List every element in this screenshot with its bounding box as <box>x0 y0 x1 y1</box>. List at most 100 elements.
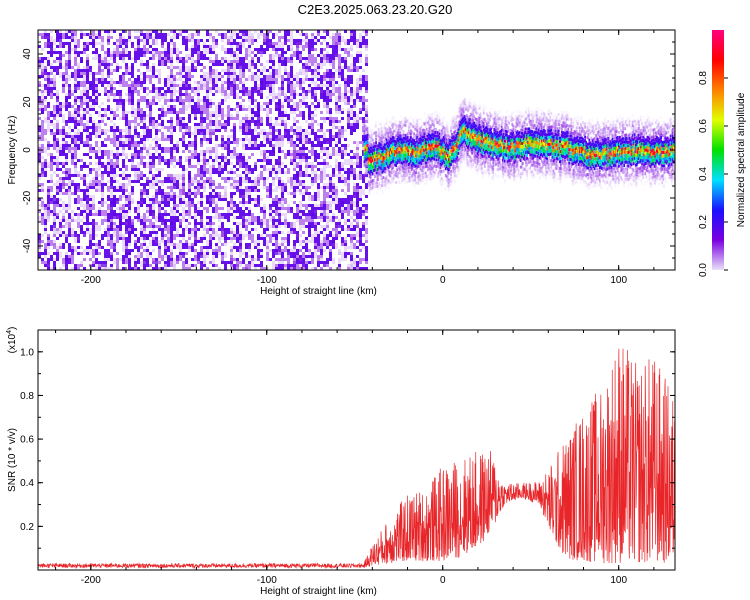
spectrogram-noise-cell <box>101 264 104 270</box>
spectrogram-noise-cell <box>128 138 131 141</box>
spectrogram-noise-cell <box>236 42 239 45</box>
spectrogram-noise-cell <box>308 156 311 159</box>
spectrogram-noise-cell <box>185 129 188 132</box>
spectrogram-noise-cell <box>188 180 191 183</box>
spectrogram-noise-cell <box>290 126 293 129</box>
spectrogram-noise-cell <box>278 69 281 72</box>
spectrogram-noise-cell <box>77 174 80 177</box>
spectrogram-noise-cell <box>362 267 365 270</box>
spectrogram-noise-cell <box>185 201 188 207</box>
spectrogram-noise-cell <box>134 117 137 123</box>
spectrogram-noise-cell <box>278 183 281 186</box>
spectrogram-noise-cell <box>233 237 236 240</box>
spectrogram-noise-cell <box>59 54 62 57</box>
spectrogram-noise-cell <box>83 33 86 36</box>
spectrogram-noise-cell <box>110 171 113 174</box>
spectrogram-noise-cell <box>272 225 275 228</box>
spectrogram-noise-cell <box>110 216 113 219</box>
spectrogram-noise-cell <box>239 30 242 33</box>
spectrogram-noise-cell <box>284 99 287 102</box>
spectrogram-noise-cell <box>89 183 92 186</box>
spectrogram-noise-cell <box>38 243 41 246</box>
spectrogram-noise-cell <box>323 117 326 120</box>
spectrogram-noise-cell <box>167 231 170 234</box>
spectrogram-noise-cell <box>65 267 68 270</box>
spectrogram-noise-cell <box>158 144 161 150</box>
spectrogram-noise-cell <box>203 237 206 240</box>
spectrogram-noise-cell <box>266 252 269 258</box>
spectrogram-noise-cell <box>170 255 173 258</box>
spectrogram-noise-cell <box>182 66 185 72</box>
spectrogram-noise-cell <box>239 162 242 168</box>
spectrogram-noise-cell <box>131 84 134 90</box>
spectrogram-noise-cell <box>65 36 68 39</box>
spectrogram-noise-cell <box>293 39 296 42</box>
spectrogram-noise-cell <box>206 162 209 165</box>
spectrogram-noise-cell <box>269 195 272 198</box>
spectrogram-signal-cell <box>366 170 369 174</box>
spectrogram-noise-cell <box>206 108 209 114</box>
spectrogram-noise-cell <box>260 267 263 270</box>
spectrogram-noise-cell <box>353 186 356 192</box>
spectrogram-signal-cell <box>367 133 370 137</box>
spectrogram-noise-cell <box>212 63 215 66</box>
spectrogram-noise-cell <box>260 207 263 213</box>
spectrogram-noise-cell <box>167 162 170 168</box>
spectrogram-noise-cell <box>260 225 263 228</box>
spectrogram-noise-cell <box>188 102 191 108</box>
spectrogram-noise-cell <box>44 129 47 135</box>
spectrogram-noise-cell <box>41 252 44 255</box>
spectrogram-noise-cell <box>278 264 281 267</box>
spectrogram-noise-cell <box>251 213 254 219</box>
spectrogram-noise-cell <box>296 264 299 270</box>
spectrogram-noise-cell <box>287 99 290 102</box>
spectrogram-noise-cell <box>77 108 80 111</box>
spectrogram-noise-cell <box>92 264 95 267</box>
spectrogram-noise-cell <box>266 234 269 237</box>
spectrogram-noise-cell <box>152 66 155 69</box>
spectrogram-noise-cell <box>119 138 122 141</box>
spectrogram-noise-cell <box>263 237 266 243</box>
spectrogram-signal-cell <box>363 143 366 147</box>
spectrogram-noise-cell <box>140 225 143 231</box>
spectrogram-noise-cell <box>215 186 218 189</box>
spectrogram-noise-cell <box>101 117 104 120</box>
spectrogram-noise-cell <box>263 186 266 189</box>
spectrogram-noise-cell <box>290 192 293 195</box>
spectrogram-noise-cell <box>233 210 236 213</box>
spectrogram-noise-cell <box>365 84 368 90</box>
spectrogram-noise-cell <box>197 105 200 108</box>
spectrogram-noise-cell <box>185 75 188 78</box>
spectrogram-noise-cell <box>188 39 191 42</box>
spectrogram-noise-cell <box>362 123 365 126</box>
spectrogram-noise-cell <box>152 216 155 219</box>
spectrogram-noise-cell <box>224 60 227 63</box>
spectrogram-noise-cell <box>263 66 266 72</box>
spectrogram-noise-cell <box>245 186 248 192</box>
spectrogram-noise-cell <box>221 207 224 210</box>
spectrogram-noise-cell <box>359 195 362 198</box>
spectrogram-noise-cell <box>257 135 260 138</box>
spectrogram-noise-cell <box>335 141 338 144</box>
spectrogram-noise-cell <box>161 183 164 186</box>
spectrogram-noise-cell <box>68 90 71 96</box>
spectrogram-noise-cell <box>167 33 170 36</box>
spectrogram-noise-cell <box>245 123 248 126</box>
spectrogram-noise-cell <box>164 159 167 162</box>
spectrogram-noise-cell <box>353 258 356 264</box>
spectrogram-noise-cell <box>62 246 65 249</box>
spectrogram-noise-cell <box>314 252 317 258</box>
spectrogram-noise-cell <box>53 84 56 87</box>
spectrogram-noise-cell <box>308 216 311 222</box>
spectrogram-noise-cell <box>347 66 350 72</box>
spectrogram-noise-cell <box>161 231 164 237</box>
spectrogram-noise-cell <box>251 33 254 39</box>
spectrogram-noise-cell <box>113 42 116 45</box>
spectrogram-noise-cell <box>158 252 161 258</box>
spectrogram-noise-cell <box>275 204 278 210</box>
spectrogram-noise-cell <box>65 264 68 267</box>
spectrogram-noise-cell <box>107 243 110 246</box>
spectrogram-noise-cell <box>83 183 86 186</box>
spectrogram-noise-cell <box>77 129 80 135</box>
spectrogram-noise-cell <box>203 162 206 168</box>
